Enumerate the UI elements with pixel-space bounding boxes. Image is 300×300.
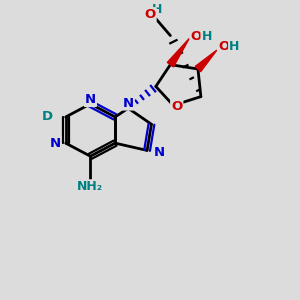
Text: NH₂: NH₂ [77, 180, 104, 193]
Text: N: N [123, 97, 134, 110]
Text: O: O [218, 40, 230, 53]
Text: O: O [191, 30, 202, 43]
Polygon shape [167, 38, 189, 67]
Text: H: H [229, 40, 239, 53]
Text: N: N [154, 146, 165, 159]
Text: O: O [144, 8, 156, 21]
Text: D: D [41, 110, 52, 124]
Text: N: N [49, 136, 61, 150]
Text: N: N [85, 93, 96, 106]
Polygon shape [195, 50, 217, 72]
Text: H: H [152, 4, 163, 16]
Text: O: O [171, 100, 182, 113]
Text: H: H [202, 30, 212, 43]
